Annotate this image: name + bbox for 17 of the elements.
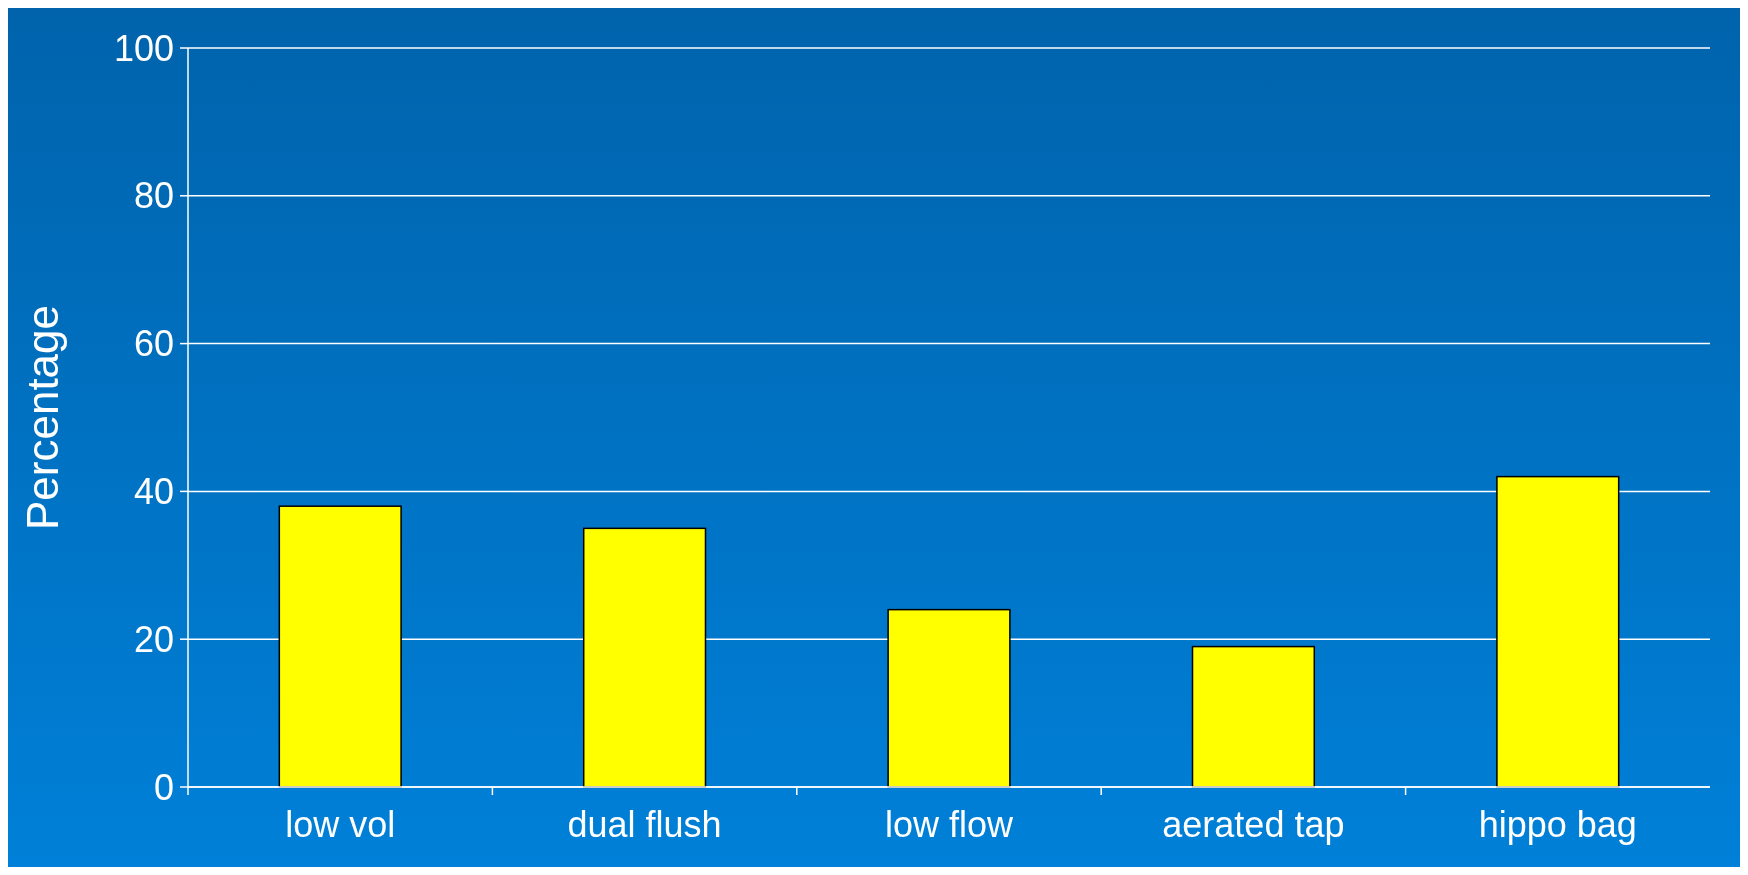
bar — [1191, 645, 1316, 788]
bar — [1496, 475, 1620, 788]
y-tick-label: 80 — [133, 175, 174, 217]
x-tick-label: aerated tap — [1162, 804, 1345, 845]
y-axis-title: Percentage — [18, 304, 67, 531]
x-tick-label: low vol — [285, 804, 396, 845]
y-tick-label: 60 — [133, 323, 174, 365]
y-tick-label: 40 — [133, 471, 174, 512]
bar — [582, 527, 707, 788]
y-tick-label: 100 — [113, 27, 174, 69]
bar — [278, 505, 402, 788]
x-tick-label: hippo bag — [1478, 804, 1637, 845]
y-tick-label: 20 — [133, 618, 174, 660]
x-tick-label: low flow — [884, 804, 1015, 845]
bar — [887, 608, 1011, 788]
x-tick-label: dual flush — [567, 804, 722, 845]
y-tick-label: 0 — [153, 766, 174, 808]
